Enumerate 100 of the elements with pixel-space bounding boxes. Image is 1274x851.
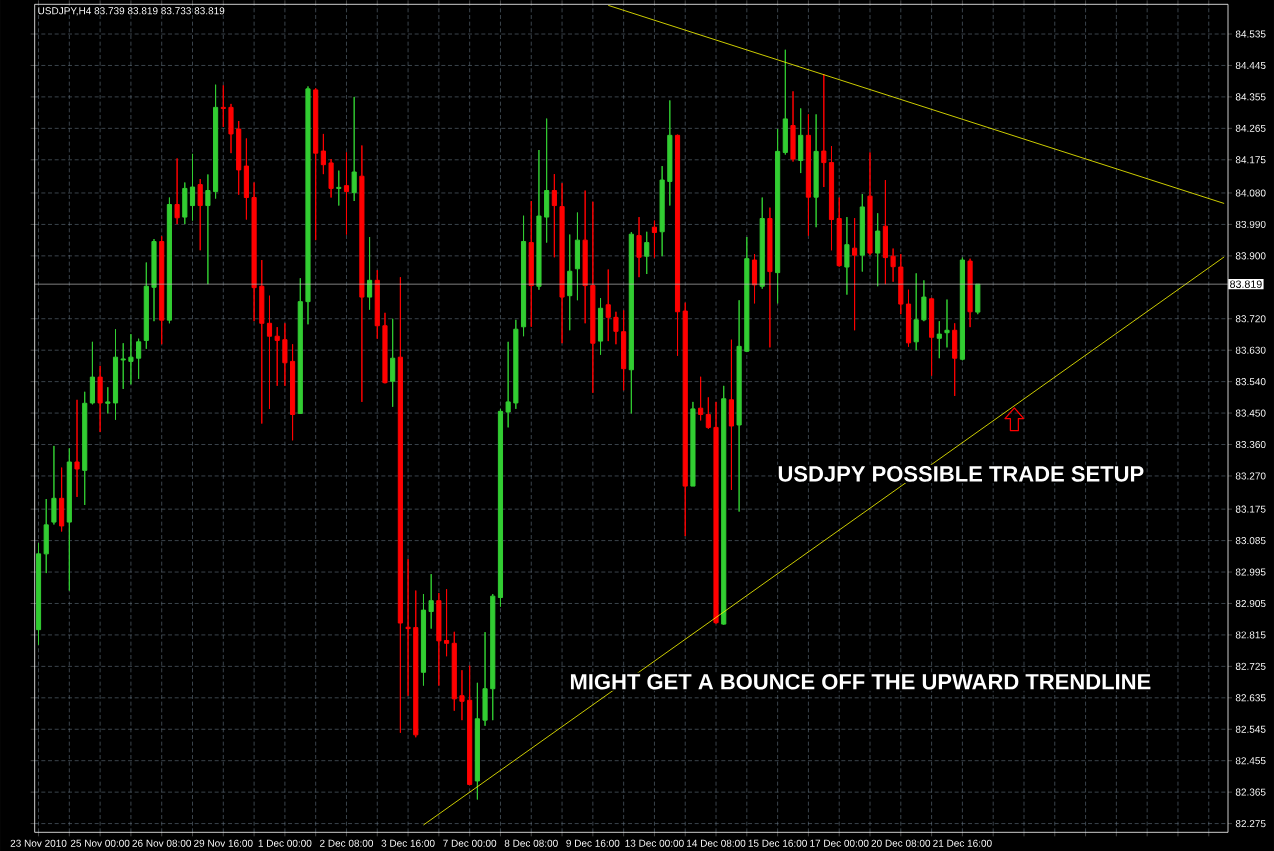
candlestick [274, 326, 280, 387]
candlestick [43, 498, 49, 574]
candlestick [220, 84, 226, 128]
candlestick [536, 149, 542, 291]
candlestick [967, 258, 973, 328]
candlestick [490, 593, 496, 721]
x-tick-label: 25 Nov 00:00 [70, 839, 130, 847]
candlestick [367, 236, 373, 311]
candlestick [359, 144, 365, 403]
x-tick-label: 3 Dec 16:00 [381, 839, 435, 847]
candlestick [35, 542, 42, 646]
y-tick-label: 82.455 [1235, 757, 1266, 765]
candlestick [867, 151, 873, 256]
candlestick [690, 401, 696, 487]
candlestick [667, 99, 673, 206]
candlestick [805, 113, 811, 236]
candlestick [597, 297, 604, 356]
y-tick-label: 82.545 [1235, 725, 1266, 733]
y-tick-label: 82.815 [1235, 631, 1266, 639]
candlestick [775, 128, 781, 304]
candlestick [567, 233, 573, 331]
candlestick [859, 193, 865, 272]
candlestick [736, 299, 742, 512]
x-tick-label: 29 Nov 16:00 [194, 839, 253, 847]
candlestick [143, 261, 149, 350]
candlestick [497, 408, 504, 608]
candlestick [582, 189, 588, 324]
candlestick [651, 219, 658, 258]
x-tick-label: 1 Dec 00:00 [258, 839, 312, 847]
candlestick [282, 322, 288, 387]
candlestick [374, 269, 380, 340]
candlestick [813, 113, 819, 228]
candlestick [336, 170, 342, 206]
y-tick-label: 83.270 [1235, 472, 1266, 480]
candlestick [151, 238, 157, 322]
y-tick-label: 83.630 [1235, 346, 1266, 354]
candlestick [844, 216, 850, 296]
candlestick [929, 297, 935, 377]
candlestick [74, 399, 80, 498]
candlestick [559, 182, 565, 344]
y-tick-label: 83.360 [1235, 440, 1266, 448]
x-tick-label: 20 Dec 08:00 [871, 839, 931, 847]
candlestick [51, 445, 57, 525]
candlestick [305, 85, 311, 325]
candlestick [343, 151, 350, 235]
y-tick-label: 83.540 [1235, 377, 1266, 386]
candlestick [852, 217, 858, 331]
candlestick [189, 153, 196, 221]
y-tick-label: 82.635 [1235, 694, 1266, 702]
candlestick [451, 631, 457, 712]
candlestick [474, 682, 480, 800]
candlestick [351, 96, 357, 202]
y-tick-label: 83.720 [1235, 315, 1266, 323]
candlestick [659, 165, 665, 257]
x-tick-label: 7 Dec 00:00 [443, 839, 497, 847]
candlestick [905, 289, 912, 348]
y-tick-label: 84.535 [1235, 30, 1266, 38]
x-tick-label: 17 Dec 00:00 [810, 839, 869, 847]
candlestick [290, 343, 296, 441]
candlestick [420, 593, 427, 686]
y-tick-label: 82.365 [1235, 788, 1266, 796]
candlestick [767, 207, 773, 348]
x-tick-label: 21 Dec 16:00 [933, 839, 992, 847]
x-tick-label: 9 Dec 16:00 [566, 839, 620, 847]
candlestick [197, 178, 203, 251]
x-tick-label: 13 Dec 00:00 [625, 839, 684, 847]
candlestick [890, 247, 896, 283]
candlestick [959, 257, 965, 361]
candlestick [266, 295, 273, 410]
candlestick [782, 49, 788, 155]
candlestick [921, 279, 927, 322]
y-tick-label: 84.175 [1235, 156, 1266, 164]
y-tick-label: 84.445 [1235, 61, 1266, 69]
candlestick [166, 196, 172, 324]
candlestick [467, 665, 473, 786]
candlestick [112, 328, 119, 421]
candlestick [821, 73, 827, 188]
candlestick [482, 631, 488, 727]
candlestick [682, 302, 688, 537]
x-tick-label: 26 Nov 08:00 [132, 839, 192, 847]
candlestick [243, 137, 249, 220]
candlestick [413, 589, 419, 738]
candlestick [828, 145, 835, 251]
candlestick [952, 322, 958, 397]
candlestick [520, 215, 527, 337]
y-tick-label: 82.725 [1235, 662, 1266, 670]
candlestick [213, 84, 219, 199]
candlestick [66, 447, 72, 591]
candlestick [128, 333, 134, 385]
candlestick [790, 90, 796, 162]
candlestick [505, 341, 511, 428]
candlestick [698, 376, 704, 421]
candlestick [836, 196, 842, 268]
y-tick-label: 84.080 [1235, 189, 1266, 197]
candlestick [105, 386, 111, 414]
y-tick-label: 84.355 [1235, 93, 1266, 101]
candlestick [405, 558, 411, 697]
candlestick [621, 309, 627, 391]
y-tick-label: 82.995 [1235, 568, 1266, 576]
candlestick [628, 231, 634, 414]
